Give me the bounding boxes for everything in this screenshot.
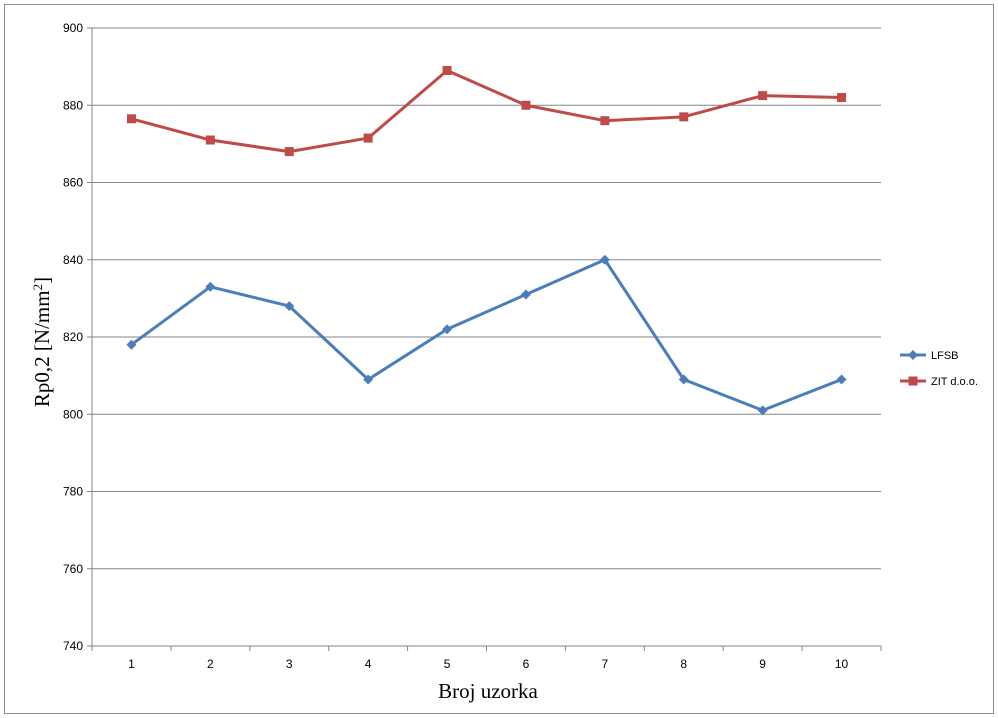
data-point-lfsb-10 xyxy=(836,374,847,385)
data-point-lfsb-9 xyxy=(757,405,768,416)
x-tick-label-6: 6 xyxy=(523,657,530,671)
gridlines xyxy=(92,27,881,570)
data-point-zit-d-o-o-7 xyxy=(600,116,610,126)
series-lfsb xyxy=(126,254,847,416)
y-tick-label-760: 760 xyxy=(63,562,83,576)
data-point-lfsb-1 xyxy=(126,339,137,350)
data-point-lfsb-6 xyxy=(520,289,531,300)
data-point-zit-d-o-o-2 xyxy=(205,135,215,145)
data-point-zit-d-o-o-3 xyxy=(284,147,294,157)
y-tick-label-780: 780 xyxy=(63,485,83,499)
chart-frame: 740 760 780 800 820 840 860 880 900 1 2 3 4 5 6 7 8 9 10 … xyxy=(4,4,994,714)
x-tick-label-5: 5 xyxy=(444,657,451,671)
data-point-lfsb-4 xyxy=(363,374,374,385)
y-axis-title-close: ] xyxy=(30,277,54,284)
x-axis-title: Broj uzorka xyxy=(438,679,538,703)
legend-item-lfsb: LFSB xyxy=(900,350,959,362)
data-point-lfsb-7 xyxy=(599,254,610,265)
y-tick-label-900: 900 xyxy=(63,21,83,35)
y-tick-label-800: 800 xyxy=(63,407,83,421)
data-point-zit-d-o-o-4 xyxy=(363,133,373,143)
y-tick-label-860: 860 xyxy=(63,176,83,190)
x-tick-label-10: 10 xyxy=(835,657,849,671)
x-tick-label-1: 1 xyxy=(128,657,135,671)
data-point-lfsb-3 xyxy=(284,301,295,312)
y-tick-label-820: 820 xyxy=(63,330,83,344)
y-tick-label-840: 840 xyxy=(63,253,83,267)
x-tick-label-4: 4 xyxy=(365,657,372,671)
series-group xyxy=(126,65,847,416)
y-tick-labels: 740 760 780 800 820 840 860 880 900 xyxy=(63,21,83,653)
x-tick-label-7: 7 xyxy=(602,657,609,671)
legend-marker-lfsb xyxy=(908,350,918,360)
y-tick-label-740: 740 xyxy=(63,639,83,653)
y-axis-title: Rp0,2 [N/mm2] xyxy=(30,277,54,407)
data-point-zit-d-o-o-9 xyxy=(758,91,768,101)
legend-marker-zit-d-o-o xyxy=(908,376,918,386)
x-tick-label-3: 3 xyxy=(286,657,293,671)
y-axis-title-superscript: 2 xyxy=(30,284,45,291)
legend-label-lfsb: LFSB xyxy=(931,350,959,362)
legend-label-zit-d-o-o: ZIT d.o.o. xyxy=(931,376,978,388)
data-point-zit-d-o-o-6 xyxy=(521,100,531,110)
series-line-zit-d-o-o xyxy=(131,68,842,154)
y-axis-title-main: Rp0,2 [N/mm xyxy=(30,290,54,407)
x-tick-labels: 1 2 3 4 5 6 7 8 9 10 xyxy=(128,657,848,671)
data-point-lfsb-8 xyxy=(678,374,689,385)
series-zit-d-o-o xyxy=(126,65,847,157)
axes xyxy=(87,27,882,651)
x-tick-label-9: 9 xyxy=(759,657,766,671)
legend-item-zit-d-o-o: ZIT d.o.o. xyxy=(900,376,978,388)
x-tick-label-8: 8 xyxy=(680,657,687,671)
x-tick-label-2: 2 xyxy=(207,657,214,671)
data-point-zit-d-o-o-1 xyxy=(126,114,136,124)
series-line-lfsb xyxy=(130,258,843,412)
data-point-zit-d-o-o-8 xyxy=(679,112,689,122)
data-point-lfsb-2 xyxy=(205,281,216,292)
y-tick-label-880: 880 xyxy=(63,98,83,112)
data-point-lfsb-5 xyxy=(442,324,453,335)
data-point-zit-d-o-o-10 xyxy=(837,93,847,103)
legend: LFSB ZIT d.o.o. xyxy=(900,350,978,388)
data-point-zit-d-o-o-5 xyxy=(442,65,452,75)
